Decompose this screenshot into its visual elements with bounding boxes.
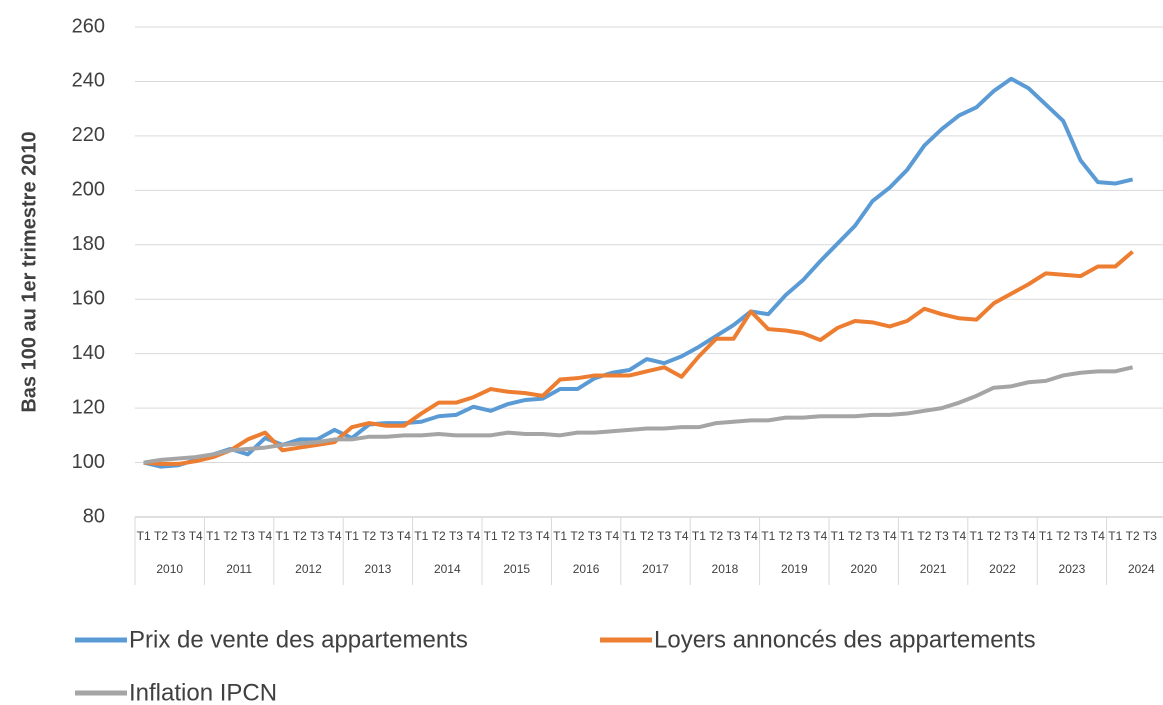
x-tick-label: T3 xyxy=(1143,529,1157,543)
x-group-label: 2016 xyxy=(573,562,600,576)
x-group-label: 2020 xyxy=(850,562,877,576)
legend-label: Loyers annoncés des appartements xyxy=(654,626,1036,653)
x-tick-label: T4 xyxy=(813,529,827,543)
x-tick-label: T2 xyxy=(848,529,862,543)
x-tick-label: T2 xyxy=(570,529,584,543)
legend-label: Inflation IPCN xyxy=(129,679,277,705)
x-tick-label: T1 xyxy=(969,529,983,543)
x-tick-label: T2 xyxy=(223,529,237,543)
x-tick-label: T1 xyxy=(692,529,706,543)
x-group-label: 2021 xyxy=(920,562,947,576)
x-tick-label: T2 xyxy=(1056,529,1070,543)
x-group-label: 2018 xyxy=(712,562,739,576)
x-tick-label: T4 xyxy=(397,529,411,543)
x-tick-label: T1 xyxy=(761,529,775,543)
x-group-label: 2019 xyxy=(781,562,808,576)
x-group-label: 2022 xyxy=(989,562,1016,576)
x-group-label: 2017 xyxy=(642,562,669,576)
y-axis-title: Bas 100 au 1er trimestre 2010 xyxy=(18,131,40,412)
x-tick-label: T1 xyxy=(622,529,636,543)
x-tick-label: T3 xyxy=(796,529,810,543)
x-tick-label: T3 xyxy=(380,529,394,543)
x-tick-label: T3 xyxy=(935,529,949,543)
x-tick-label: T2 xyxy=(154,529,168,543)
y-tick-label: 260 xyxy=(72,15,105,37)
x-tick-label: T3 xyxy=(1074,529,1088,543)
x-tick-label: T3 xyxy=(657,529,671,543)
x-tick-label: T1 xyxy=(345,529,359,543)
x-tick-label: T4 xyxy=(1091,529,1105,543)
y-tick-label: 160 xyxy=(72,288,105,310)
x-tick-label: T3 xyxy=(241,529,255,543)
x-tick-label: T3 xyxy=(865,529,879,543)
x-tick-label: T1 xyxy=(206,529,220,543)
x-tick-label: T1 xyxy=(137,529,151,543)
x-group-label: 2015 xyxy=(503,562,530,576)
y-tick-label: 200 xyxy=(72,179,105,201)
x-tick-label: T3 xyxy=(727,529,741,543)
y-tick-label: 100 xyxy=(72,451,105,473)
x-tick-label: T2 xyxy=(501,529,515,543)
x-tick-label: T3 xyxy=(449,529,463,543)
x-tick-label: T1 xyxy=(484,529,498,543)
x-group-label: 2011 xyxy=(226,562,252,576)
y-tick-label: 140 xyxy=(72,342,105,364)
x-group-label: 2023 xyxy=(1059,562,1086,576)
x-tick-label: T2 xyxy=(362,529,376,543)
x-tick-label: T2 xyxy=(709,529,723,543)
x-tick-label: T4 xyxy=(675,529,689,543)
x-tick-label: T4 xyxy=(883,529,897,543)
x-tick-label: T2 xyxy=(1126,529,1140,543)
x-tick-label: T3 xyxy=(171,529,185,543)
x-group-label: 2024 xyxy=(1128,562,1155,576)
x-tick-label: T2 xyxy=(640,529,654,543)
x-tick-label: T2 xyxy=(917,529,931,543)
x-tick-label: T2 xyxy=(779,529,793,543)
x-tick-label: T4 xyxy=(466,529,480,543)
x-group-label: 2010 xyxy=(156,562,183,576)
x-tick-label: T4 xyxy=(536,529,550,543)
y-tick-label: 120 xyxy=(72,396,105,418)
x-group-label: 2012 xyxy=(295,562,322,576)
x-tick-label: T3 xyxy=(518,529,532,543)
x-tick-label: T2 xyxy=(293,529,307,543)
y-tick-label: 80 xyxy=(83,505,105,527)
x-tick-label: T1 xyxy=(1039,529,1053,543)
series-line xyxy=(143,76,1134,469)
x-tick-label: T3 xyxy=(1004,529,1018,543)
legend-label: Prix de vente des appartements xyxy=(129,626,468,653)
x-tick-label: T3 xyxy=(310,529,324,543)
x-tick-label: T4 xyxy=(189,529,203,543)
x-tick-label: T4 xyxy=(258,529,272,543)
x-tick-label: T3 xyxy=(588,529,602,543)
x-tick-label: T4 xyxy=(744,529,758,543)
x-tick-label: T1 xyxy=(831,529,845,543)
y-tick-label: 220 xyxy=(72,124,105,146)
x-tick-label: T4 xyxy=(1022,529,1036,543)
x-tick-label: T4 xyxy=(328,529,342,543)
x-tick-label: T1 xyxy=(1108,529,1122,543)
x-tick-label: T2 xyxy=(432,529,446,543)
x-tick-label: T1 xyxy=(275,529,289,543)
series-line xyxy=(143,250,1134,466)
x-tick-label: T2 xyxy=(987,529,1001,543)
x-tick-label: T1 xyxy=(553,529,567,543)
y-tick-label: 180 xyxy=(72,233,105,255)
y-tick-label: 240 xyxy=(72,70,105,92)
x-tick-label: T4 xyxy=(952,529,966,543)
series-line xyxy=(143,365,1134,465)
x-group-label: 2013 xyxy=(365,562,392,576)
x-group-label: 2014 xyxy=(434,562,461,576)
x-tick-label: T1 xyxy=(900,529,914,543)
x-tick-label: T4 xyxy=(605,529,619,543)
x-tick-label: T1 xyxy=(414,529,428,543)
